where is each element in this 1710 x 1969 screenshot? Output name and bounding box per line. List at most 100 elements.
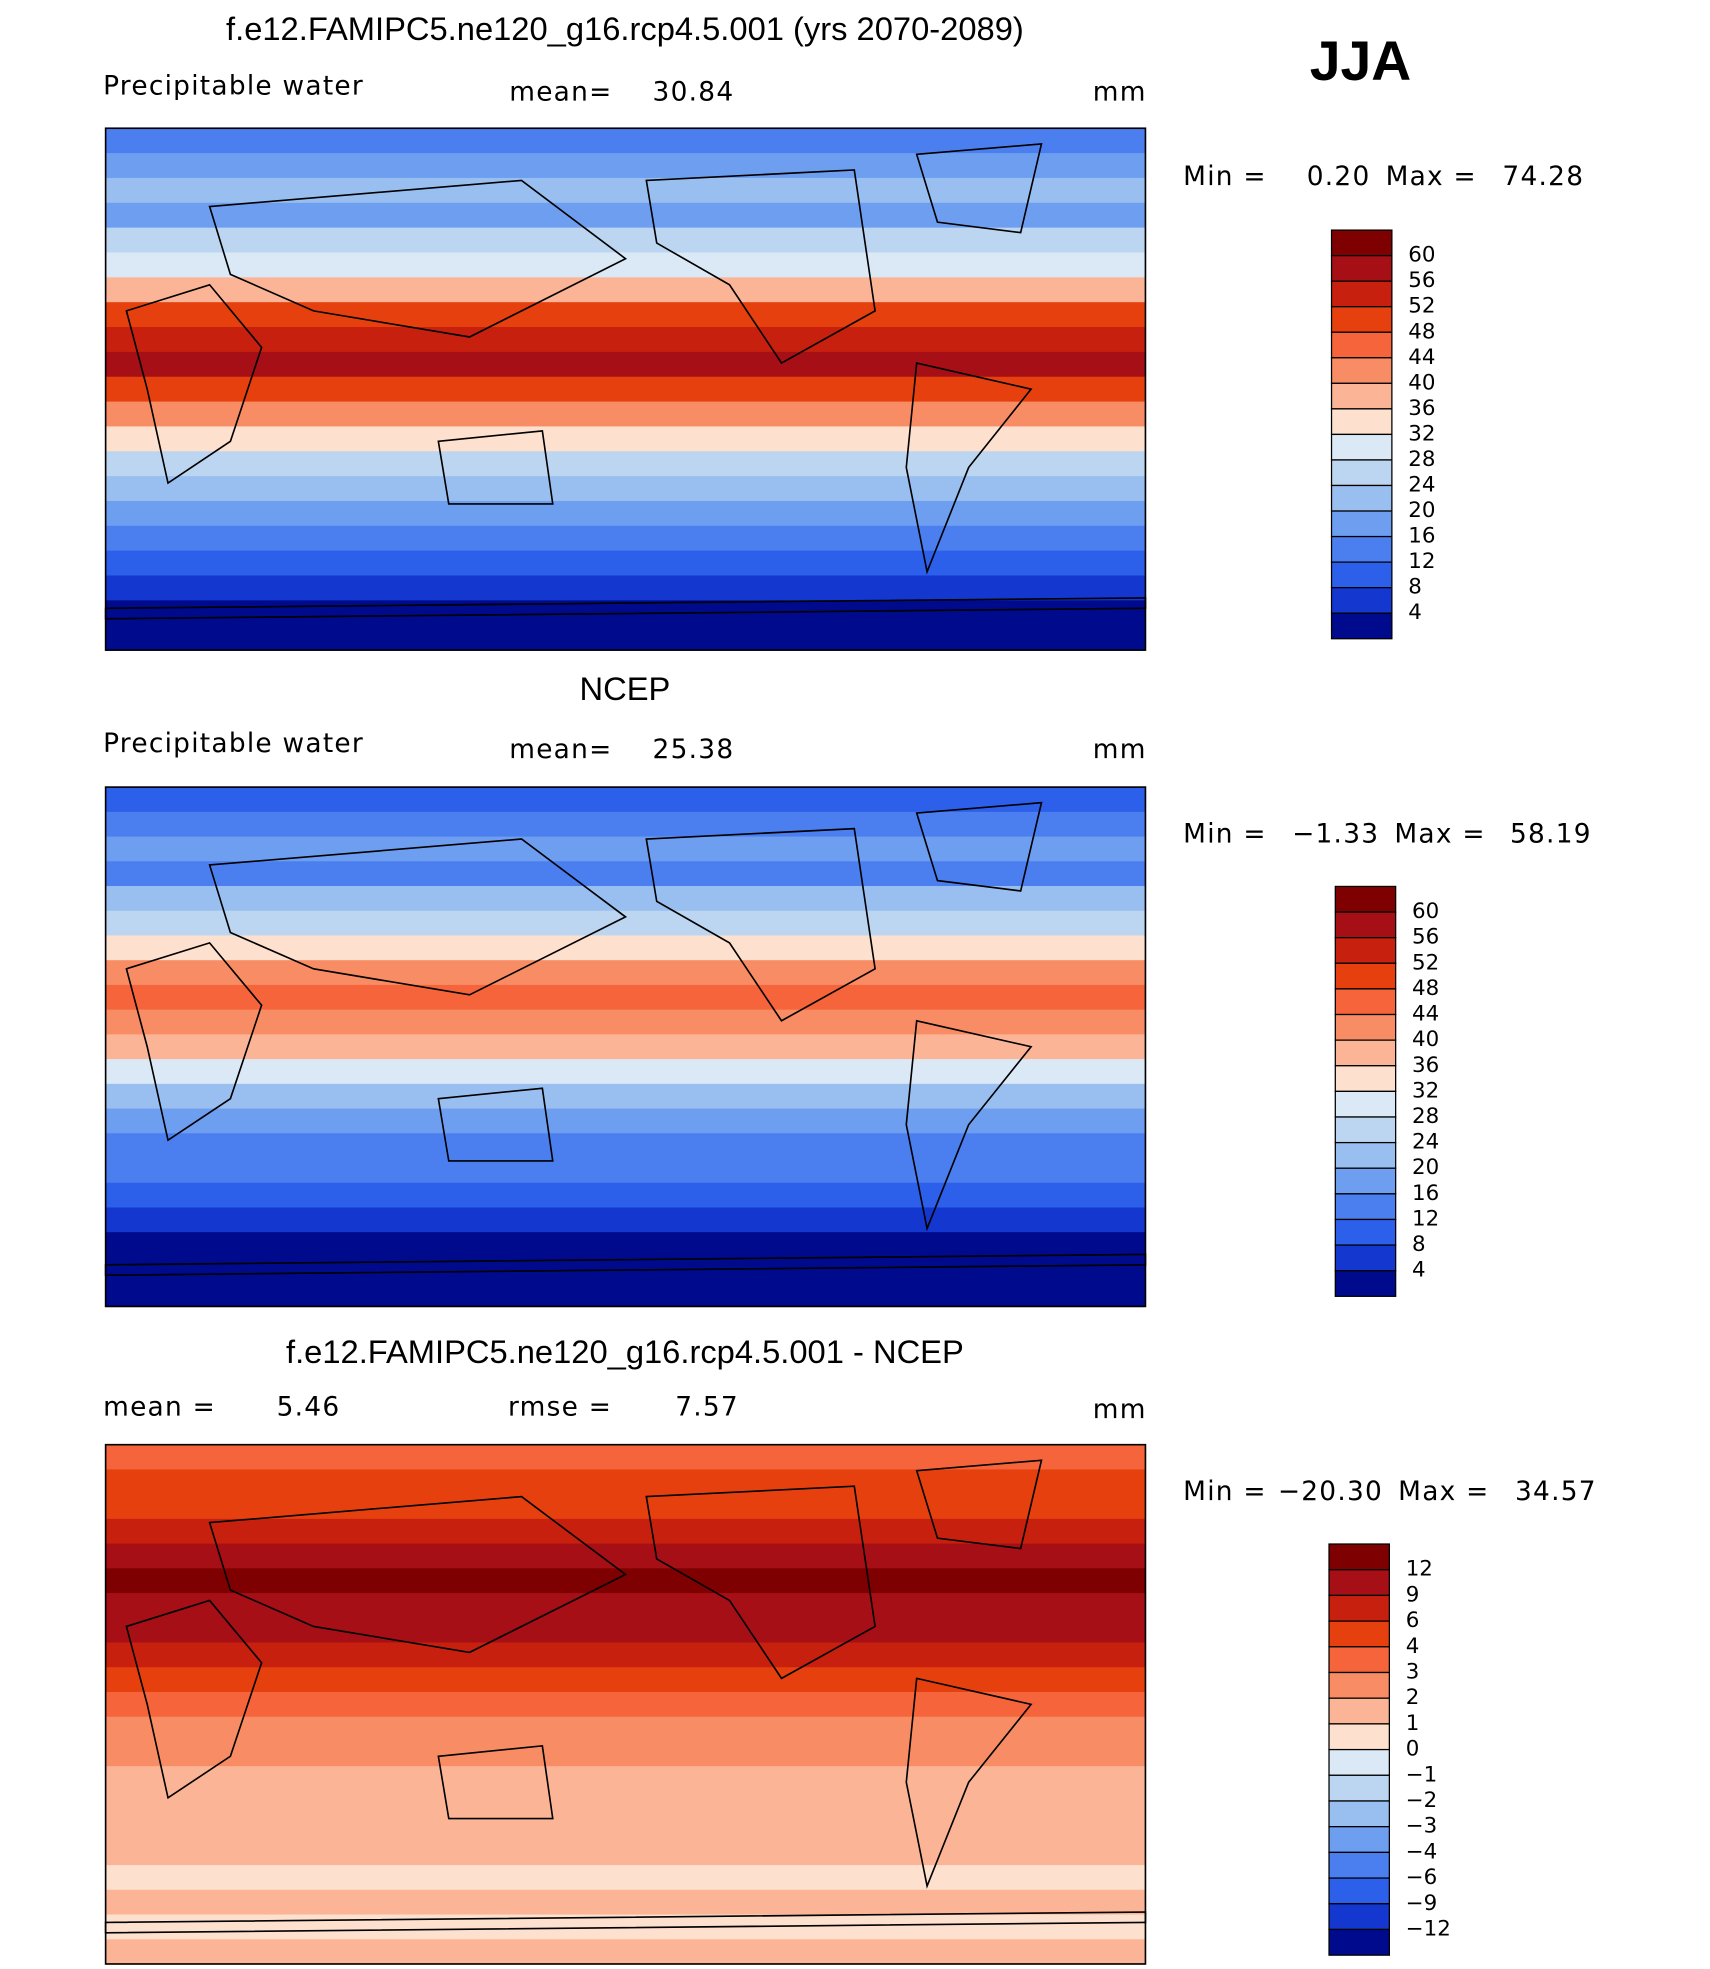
map-band [105, 886, 1146, 912]
colorbar-label: 48 [1408, 319, 1435, 344]
colorbar-box [1334, 1013, 1397, 1041]
colorbar-box [1328, 1594, 1390, 1622]
season: JJA [1310, 30, 1411, 92]
coastline [208, 838, 628, 996]
colorbar-label: 20 [1412, 1155, 1439, 1180]
colorbar-label: 4 [1406, 1634, 1420, 1659]
map-band [105, 1518, 1146, 1545]
rmse-label: rmse = [508, 1392, 612, 1423]
map-band [105, 575, 1146, 602]
colorbar-label: 52 [1408, 294, 1435, 319]
map-band [105, 836, 1146, 863]
colorbar-box [1334, 937, 1397, 964]
colorbar-box [1334, 1270, 1397, 1297]
colorbar-label: −2 [1406, 1788, 1438, 1813]
min-value: −20.30 [1278, 1476, 1383, 1507]
coastline [208, 1495, 628, 1654]
coastline [915, 1459, 1043, 1550]
colorbar-box [1330, 459, 1393, 487]
colorbar-label: 3 [1406, 1660, 1420, 1685]
map-band [105, 277, 1146, 303]
units: mm [1093, 77, 1147, 108]
coastline [905, 362, 1033, 575]
map [104, 1444, 1147, 1965]
mean-value: 30.84 [653, 77, 735, 108]
map-band [105, 1009, 1146, 1036]
map-band [105, 984, 1146, 1011]
mean-value: 25.38 [653, 734, 735, 765]
units: mm [1093, 734, 1147, 765]
map-band [105, 128, 1146, 154]
colorbar-box [1330, 612, 1393, 640]
max-value: 34.57 [1515, 1476, 1597, 1507]
colorbar-box [1330, 510, 1393, 538]
colorbar-box [1330, 331, 1393, 359]
map-band [105, 1034, 1146, 1060]
colorbar-label: 8 [1408, 575, 1422, 600]
colorbar-box [1328, 1723, 1390, 1751]
colorbar-label: 12 [1408, 549, 1435, 574]
colorbar-box [1334, 1039, 1397, 1067]
colorbar-box [1328, 1851, 1390, 1879]
colorbar-box [1334, 1116, 1397, 1144]
variable-label: Precipitable water [103, 70, 364, 101]
colorbar-label: 32 [1408, 421, 1435, 446]
colorbar-box [1334, 988, 1397, 1016]
colorbar-label: 12 [1406, 1557, 1433, 1582]
colorbar-box [1330, 433, 1393, 461]
colorbar-box [1334, 1218, 1397, 1246]
colorbar-box [1328, 1774, 1390, 1802]
map [104, 787, 1147, 1308]
coastline [905, 1677, 1033, 1889]
colorbar-label: 36 [1408, 396, 1435, 421]
coastline [645, 827, 876, 1022]
map-band [105, 625, 1146, 651]
colorbar-label: 20 [1408, 498, 1435, 523]
coastline [915, 142, 1043, 234]
map-band [105, 1667, 1146, 1693]
map-band [105, 550, 1146, 577]
colorbar-box [1328, 1903, 1390, 1931]
map-band [105, 1158, 1146, 1184]
colorbar-label: −9 [1406, 1891, 1438, 1916]
map-band [105, 1617, 1146, 1644]
map-band [105, 1568, 1146, 1594]
map-band [105, 1083, 1146, 1110]
coastline [125, 941, 263, 1142]
map-band [105, 525, 1146, 552]
colorbar-label: 56 [1408, 268, 1435, 293]
map-band [105, 1444, 1146, 1471]
map-band [105, 960, 1146, 986]
map-band [105, 227, 1146, 254]
rmse-value: 7.57 [675, 1392, 739, 1423]
colorbar-label: 0 [1406, 1737, 1420, 1762]
colorbar-label: 40 [1408, 370, 1435, 395]
map-band [105, 153, 1146, 179]
map-band [105, 1790, 1146, 1817]
panel-title: f.e12.FAMIPC5.ne120_g16.rcp4.5.001 - NCE… [286, 1333, 964, 1370]
map-band [105, 811, 1146, 838]
max-label: Max = [1398, 1476, 1489, 1507]
colorbar-box [1334, 1167, 1397, 1195]
colorbar-label: 28 [1408, 447, 1435, 472]
colorbar-box [1334, 1244, 1397, 1272]
map-band [105, 302, 1146, 328]
map-band [105, 1939, 1146, 1965]
colorbar-box [1328, 1928, 1390, 1956]
colorbar-label: −6 [1406, 1865, 1438, 1890]
colorbar-box [1330, 255, 1393, 282]
colorbar-label: 32 [1412, 1078, 1439, 1103]
map-band [105, 1766, 1146, 1792]
colorbar-label: 16 [1408, 524, 1435, 549]
map-band [105, 1182, 1146, 1209]
colorbar-box [1334, 1193, 1397, 1221]
colorbar-label: 44 [1408, 345, 1435, 370]
colorbar-label: 28 [1412, 1104, 1439, 1129]
colorbar-label: −1 [1406, 1762, 1438, 1787]
colorbar-label: 44 [1412, 1002, 1439, 1027]
colorbar-label: 6 [1406, 1608, 1420, 1633]
colorbar-box [1330, 229, 1393, 257]
map-band [105, 327, 1146, 353]
map-band [105, 476, 1146, 502]
colorbar-box [1328, 1748, 1390, 1776]
